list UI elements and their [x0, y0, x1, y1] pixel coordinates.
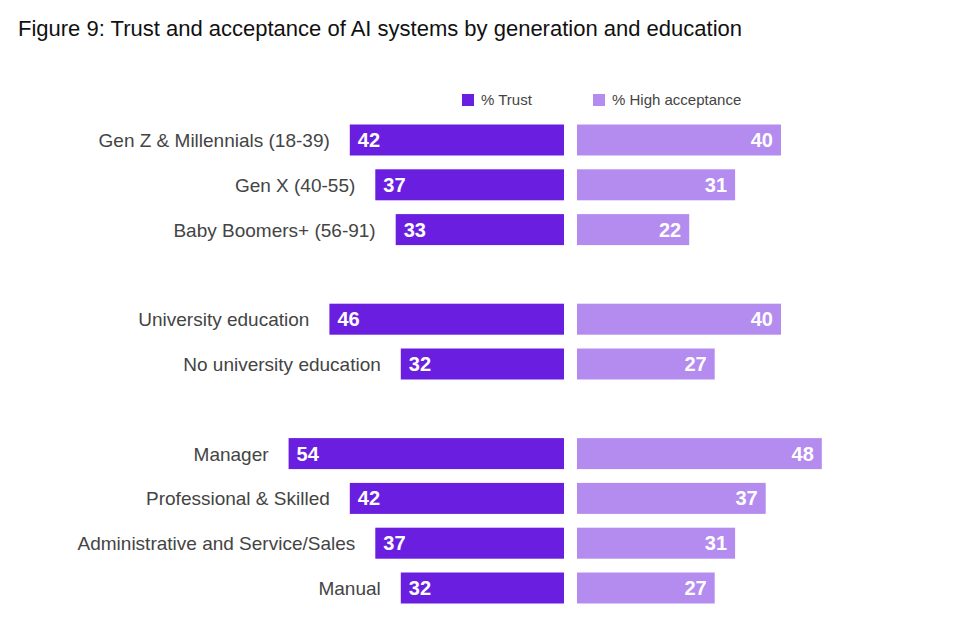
legend-item: % High acceptance [593, 91, 741, 108]
data-label: 46 [337, 308, 359, 330]
data-label: 32 [409, 577, 431, 599]
legend-swatch [593, 94, 605, 106]
bars-right [577, 125, 822, 604]
category-label: Baby Boomers+ (56-91) [173, 220, 375, 241]
title: Figure 9: Trust and acceptance of AI sys… [18, 16, 742, 41]
bar [577, 304, 781, 335]
data-label: 40 [751, 308, 773, 330]
data-label: 48 [792, 443, 814, 465]
chart: Figure 9: Trust and acceptance of AI sys… [0, 0, 978, 644]
data-label: 37 [383, 174, 405, 196]
data-label: 37 [735, 487, 757, 509]
data-label: 54 [297, 443, 320, 465]
category-label: Professional & Skilled [146, 488, 330, 509]
bar [401, 573, 564, 604]
data-label: 27 [684, 577, 706, 599]
bar [375, 169, 564, 200]
legend-label: % High acceptance [612, 91, 741, 108]
category-label: Manager [194, 444, 270, 465]
category-label: No university education [183, 354, 381, 375]
category-label: University education [138, 309, 309, 330]
legend-item: % Trust [462, 91, 533, 108]
bar [577, 214, 689, 245]
bar [577, 528, 735, 559]
legend-swatch [462, 94, 474, 106]
category-label: Manual [318, 578, 380, 599]
bar [577, 169, 735, 200]
bar [350, 483, 564, 514]
bar [329, 304, 564, 335]
data-label: 33 [404, 219, 426, 241]
data-label: 42 [358, 487, 380, 509]
data-label: 31 [705, 532, 727, 554]
data-label: 32 [409, 353, 431, 375]
bar [289, 438, 564, 469]
data-label: 31 [705, 174, 727, 196]
category-label: Administrative and Service/Sales [78, 533, 356, 554]
bar [396, 214, 564, 245]
bar [577, 483, 766, 514]
labels: 42 40 Gen Z & Millennials (18-39) 37 31 Gen X… [78, 129, 814, 599]
bar [350, 125, 564, 156]
data-label: 42 [358, 129, 380, 151]
bar [577, 438, 822, 469]
category-label: Gen Z & Millennials (18-39) [99, 130, 330, 151]
category-label: Gen X (40-55) [235, 175, 355, 196]
data-label: 22 [659, 219, 681, 241]
legend-label: % Trust [481, 91, 533, 108]
bar [577, 573, 715, 604]
bar [577, 349, 715, 380]
bar [375, 528, 564, 559]
data-label: 37 [383, 532, 405, 554]
data-label: 27 [684, 353, 706, 375]
data-label: 40 [751, 129, 773, 151]
bar [401, 349, 564, 380]
bar [577, 125, 781, 156]
